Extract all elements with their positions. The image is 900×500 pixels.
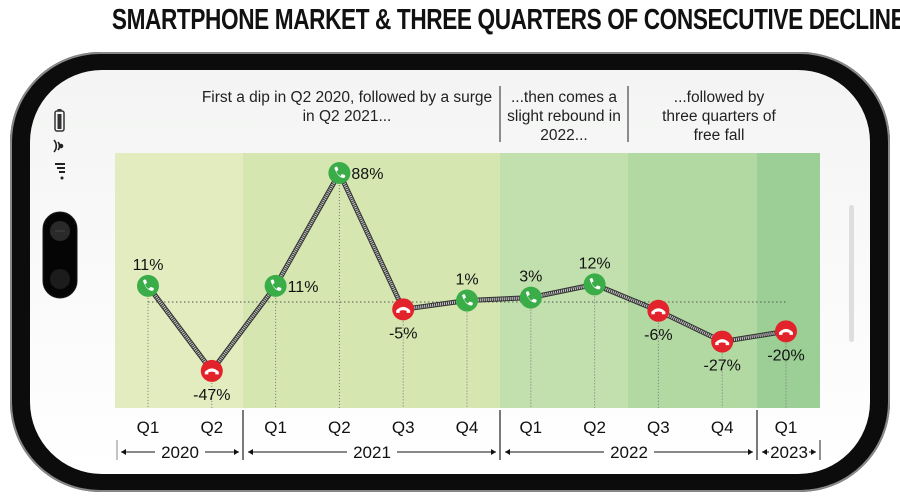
quarter-label: Q3 [392,418,415,437]
quarter-label: Q2 [200,418,223,437]
arrow-head [762,449,767,455]
hangup-glyph [779,328,793,335]
arrow-head [748,449,753,455]
quarter-label: Q1 [264,418,287,437]
wifi-icon [53,139,64,153]
quarter-label: Q4 [456,418,479,437]
data-label: 3% [519,269,542,286]
data-point [137,274,159,297]
phone-hangup-icon [775,320,797,343]
phone-hangup-icon [647,299,670,322]
data-label: 88% [351,166,383,183]
data-point [264,274,287,297]
annotation-line: First a dip in Q2 2020, followed by a su… [202,89,492,106]
annotation-line: in Q2 2021... [303,108,392,125]
quarter-label: Q3 [647,418,670,437]
data-label: 12% [579,255,611,272]
background-band-4 [757,153,820,408]
annotation-line: three quarters of [662,108,776,125]
quarter-label: Q4 [711,418,734,437]
data-point [583,273,606,296]
phone-glyph [589,278,601,290]
annotation-line: slight rebound in [507,108,621,125]
battery-icon [54,109,65,132]
hangup-glyph [715,339,730,346]
data-label: 1% [455,272,478,289]
quarter-label: Q2 [583,418,606,437]
phone-hangup-icon [200,359,223,382]
arrow-head [505,449,510,455]
camera-module [42,211,78,299]
quarter-label: Q1 [775,418,798,437]
scrollbar[interactable] [849,205,854,342]
data-label: 11% [133,257,164,274]
page-title: SMARTPHONE MARKET & THREE QUARTERS OF CO… [111,4,900,36]
background-band-3 [628,153,757,408]
phone-call-icon [328,161,351,184]
hangup-glyph [396,306,411,313]
signal-icon [55,163,65,180]
annotation-line: ...followed by [674,89,765,106]
hangup-glyph [204,368,219,375]
phone-hangup-icon [711,330,734,353]
year-label: 2021 [353,443,391,462]
phone-call-icon [137,274,159,297]
phone-call-icon [519,286,542,309]
phone-glyph [334,166,346,178]
phone-call-icon [264,274,287,297]
background-band-0 [115,153,243,408]
data-label: -6% [644,327,672,344]
arrow-head [811,449,816,455]
data-label: -5% [389,325,417,342]
quarter-label: Q2 [328,418,351,437]
data-point [328,161,351,184]
annotation-line: 2022... [540,127,587,144]
data-label: -20% [767,347,804,364]
year-label: 2022 [610,443,648,462]
quarter-label: Q1 [137,418,160,437]
phone-glyph [143,279,154,291]
arrow-head [248,449,253,455]
background-band-1 [243,153,500,408]
phone-hangup-icon [392,298,415,321]
arrow-head [234,449,239,455]
series-line-texture [146,169,787,374]
hangup-glyph [651,308,666,315]
year-label: 2020 [161,443,199,462]
data-label: 11% [288,279,319,296]
quarter-label: Q1 [519,418,542,437]
phone-call-icon [456,289,478,312]
data-label: -27% [704,358,741,375]
annotation-line: free fall [694,127,745,144]
data-point [519,286,542,309]
phone-glyph [462,294,473,306]
data-label: -47% [193,387,230,404]
phone-call-icon [583,273,606,296]
phone-glyph [525,291,537,303]
phone-glyph [270,279,282,291]
data-point [456,289,478,312]
arrow-head [491,449,496,455]
arrow-head [121,449,126,455]
annotation-line: ...then comes a [511,89,617,106]
year-label: 2023 [770,443,808,462]
background-band-2 [500,153,628,408]
